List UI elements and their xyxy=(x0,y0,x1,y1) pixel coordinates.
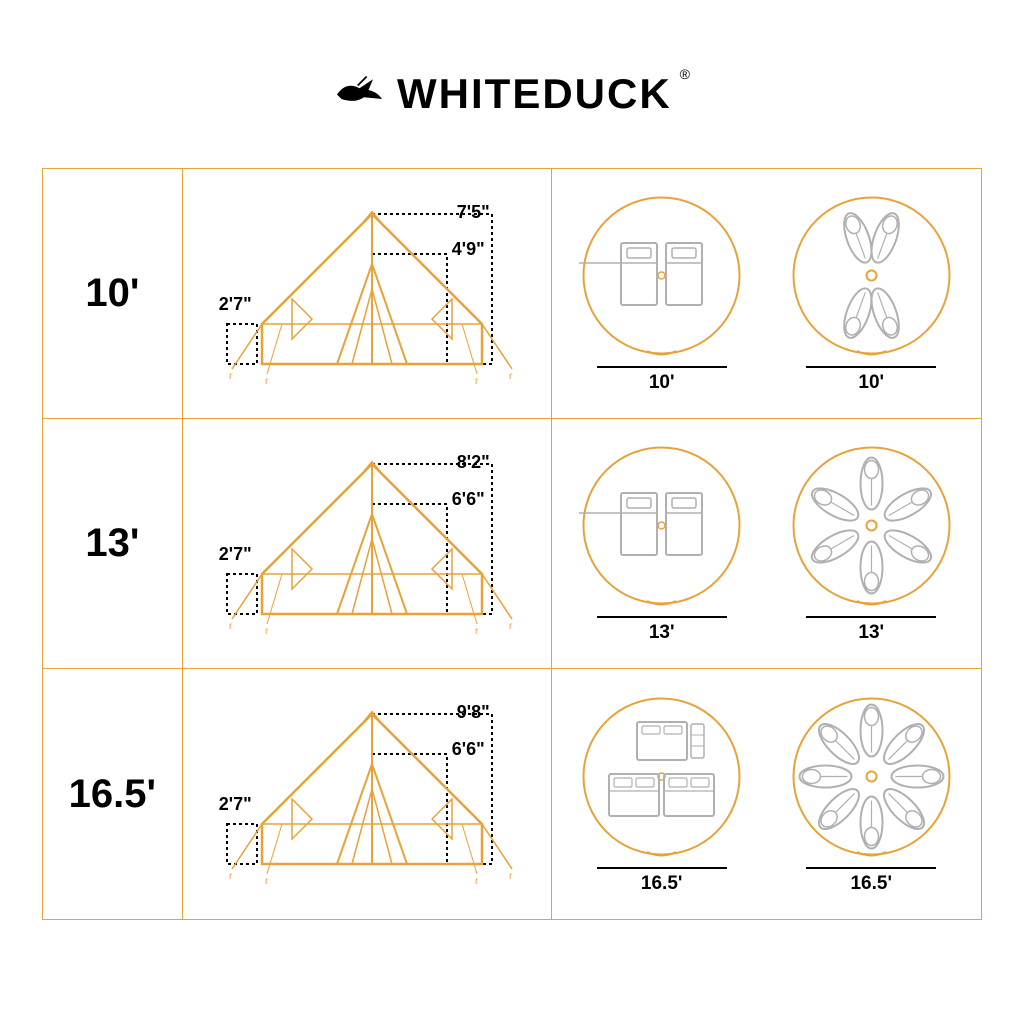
bed-layout-label: 10' xyxy=(597,366,727,394)
size-cell: 16.5' xyxy=(43,669,183,919)
svg-text:r: r xyxy=(475,626,479,637)
bag-layout-label: 10' xyxy=(806,366,936,394)
layouts-cell: 16.5' xyxy=(552,669,981,919)
size-cell: 10' xyxy=(43,169,183,418)
duck-logo-icon xyxy=(332,72,387,117)
bed-layout-icon xyxy=(579,694,744,859)
svg-text:r: r xyxy=(229,871,233,882)
bed-layout-label: 16.5' xyxy=(597,867,727,895)
bed-layout-icon xyxy=(579,193,744,358)
svg-text:r: r xyxy=(509,871,513,882)
bag-layout: 10' xyxy=(776,193,966,394)
brand-header: WHITEDUCK ® xyxy=(332,70,692,118)
size-label: 13' xyxy=(85,521,139,566)
size-cell: 13' xyxy=(43,419,183,668)
bag-layout-icon xyxy=(789,193,954,358)
bag-layout: 13' xyxy=(776,443,966,644)
bag-layout-icon xyxy=(789,694,954,859)
bed-layout-label: 13' xyxy=(597,616,727,644)
layouts-cell: 10' 10' xyxy=(552,169,981,418)
registered-mark: ® xyxy=(680,66,690,82)
bed-layout: 13' xyxy=(567,443,757,644)
bed-layout: 16.5' xyxy=(567,694,757,895)
svg-text:r: r xyxy=(265,876,269,887)
bed-layout-icon xyxy=(579,443,744,608)
svg-text:r: r xyxy=(265,376,269,387)
svg-text:r: r xyxy=(229,371,233,382)
tent-diagram: r r r r 2'7" 6'6" 8'2" xyxy=(197,444,537,644)
bag-layout-label: 13' xyxy=(806,616,936,644)
bag-layout: 16.5' xyxy=(776,694,966,895)
svg-text:r: r xyxy=(509,621,513,632)
svg-text:r: r xyxy=(475,876,479,887)
tent-diagram: r r r r 2'7" 6'6" 9'8" xyxy=(197,694,537,894)
svg-text:r: r xyxy=(509,371,513,382)
bed-layout: 10' xyxy=(567,193,757,394)
svg-text:r: r xyxy=(265,626,269,637)
svg-text:r: r xyxy=(229,621,233,632)
size-label: 16.5' xyxy=(69,772,156,817)
tent-diagram-cell: r r r r 2'7" 6'6" 8'2" xyxy=(183,419,552,668)
brand-name: WHITEDUCK xyxy=(397,70,672,118)
table-row: 10' r r r r 2'7" 4'9" xyxy=(43,169,981,419)
table-row: 16.5' r r r r 2'7" 6'6 xyxy=(43,669,981,919)
tent-diagram-cell: r r r r 2'7" 4'9" 7'5" xyxy=(183,169,552,418)
size-comparison-table: 10' r r r r 2'7" 4'9" xyxy=(42,168,982,920)
layouts-cell: 13' xyxy=(552,419,981,668)
bag-layout-label: 16.5' xyxy=(806,867,936,895)
tent-diagram-cell: r r r r 2'7" 6'6" 9'8" xyxy=(183,669,552,919)
svg-text:r: r xyxy=(475,376,479,387)
tent-diagram: r r r r 2'7" 4'9" 7'5" xyxy=(197,194,537,394)
bag-layout-icon xyxy=(789,443,954,608)
size-label: 10' xyxy=(85,271,139,316)
table-row: 13' r r r r 2'7" 6'6" xyxy=(43,419,981,669)
